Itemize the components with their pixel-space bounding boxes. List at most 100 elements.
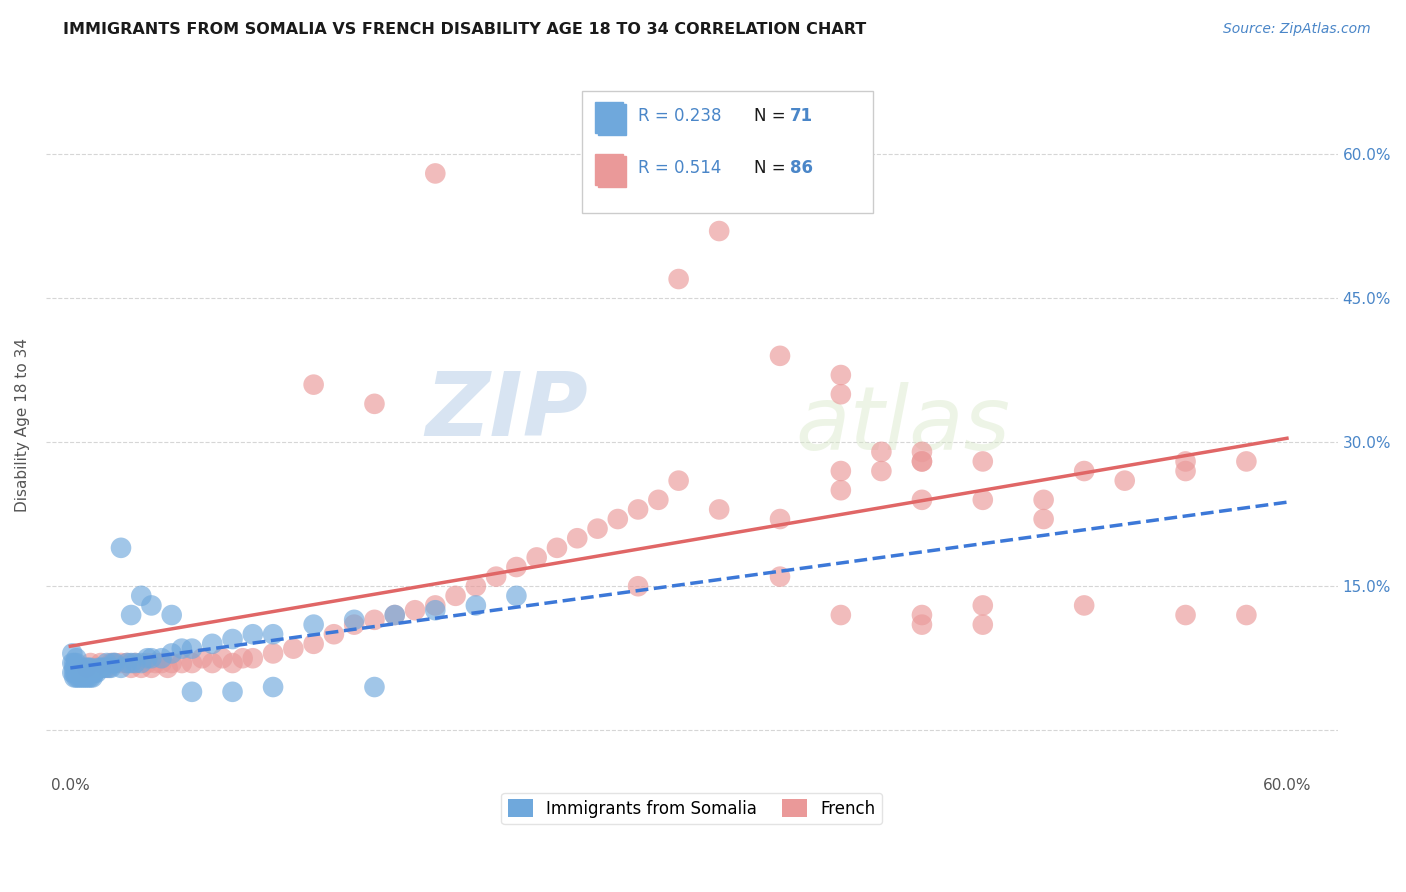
Point	[830, 464, 852, 478]
Point	[69, 665, 91, 680]
Point	[120, 656, 142, 670]
Point	[91, 661, 114, 675]
Point	[444, 589, 467, 603]
Point	[1234, 454, 1257, 468]
Point	[77, 670, 100, 684]
Point	[65, 656, 87, 670]
Point	[63, 665, 86, 680]
Legend: Immigrants from Somalia, French: Immigrants from Somalia, French	[502, 793, 883, 824]
Point	[911, 445, 934, 459]
Point	[110, 656, 132, 670]
Text: R = 0.238: R = 0.238	[637, 107, 721, 125]
Point	[141, 651, 163, 665]
Text: IMMIGRANTS FROM SOMALIA VS FRENCH DISABILITY AGE 18 TO 34 CORRELATION CHART: IMMIGRANTS FROM SOMALIA VS FRENCH DISABI…	[63, 22, 866, 37]
Point	[232, 651, 254, 665]
Point	[586, 522, 609, 536]
Point	[96, 656, 118, 670]
Point	[129, 589, 152, 603]
Point	[90, 656, 112, 670]
Point	[97, 661, 120, 675]
Point	[363, 613, 385, 627]
Point	[262, 627, 284, 641]
Point	[69, 661, 91, 675]
Point	[181, 656, 204, 670]
Point	[100, 656, 122, 670]
Point	[870, 464, 893, 478]
Point	[526, 550, 548, 565]
Point	[769, 512, 792, 526]
Point	[972, 454, 994, 468]
Point	[627, 502, 650, 516]
Point	[77, 661, 100, 675]
Text: 86: 86	[790, 159, 813, 177]
Point	[911, 617, 934, 632]
Point	[150, 656, 173, 670]
Point	[363, 397, 385, 411]
Point	[972, 617, 994, 632]
Point	[567, 531, 589, 545]
Point	[120, 607, 142, 622]
Text: Source: ZipAtlas.com: Source: ZipAtlas.com	[1223, 22, 1371, 37]
Point	[606, 512, 628, 526]
Point	[72, 665, 94, 680]
Point	[830, 368, 852, 382]
Point	[384, 607, 406, 622]
Point	[302, 617, 325, 632]
Point	[101, 656, 124, 670]
Point	[160, 656, 183, 670]
Point	[129, 656, 152, 670]
Point	[73, 665, 96, 680]
Point	[96, 661, 118, 675]
Point	[1032, 492, 1054, 507]
Point	[769, 349, 792, 363]
Text: 71: 71	[790, 107, 813, 125]
Point	[343, 613, 366, 627]
Point	[67, 661, 90, 675]
Point	[363, 680, 385, 694]
Point	[94, 661, 117, 675]
Point	[464, 599, 486, 613]
Point	[67, 665, 90, 680]
Point	[141, 661, 163, 675]
Point	[124, 656, 146, 670]
Bar	[598, 156, 626, 187]
Point	[242, 627, 264, 641]
Point	[104, 656, 127, 670]
Point	[485, 569, 508, 583]
Bar	[595, 102, 623, 133]
Point	[425, 603, 447, 617]
Text: N =: N =	[754, 159, 790, 177]
Point	[425, 599, 447, 613]
Point	[221, 656, 243, 670]
Point	[1032, 512, 1054, 526]
Point	[242, 651, 264, 665]
Point	[1174, 454, 1197, 468]
Point	[181, 641, 204, 656]
Point	[63, 670, 86, 684]
Point	[830, 387, 852, 401]
Point	[72, 670, 94, 684]
Text: R = 0.514: R = 0.514	[637, 159, 721, 177]
Point	[262, 647, 284, 661]
Point	[65, 651, 87, 665]
Point	[82, 670, 104, 684]
Point	[181, 685, 204, 699]
Point	[76, 661, 98, 675]
Text: ZIP: ZIP	[426, 368, 589, 455]
Point	[647, 492, 669, 507]
Point	[120, 661, 142, 675]
Point	[82, 665, 104, 680]
Point	[201, 656, 224, 670]
Point	[668, 474, 690, 488]
Point	[110, 541, 132, 555]
Point	[160, 607, 183, 622]
Point	[110, 661, 132, 675]
Point	[79, 661, 101, 675]
Point	[830, 607, 852, 622]
Y-axis label: Disability Age 18 to 34: Disability Age 18 to 34	[15, 338, 30, 512]
Point	[90, 661, 112, 675]
Point	[115, 656, 138, 670]
Point	[65, 670, 87, 684]
Point	[79, 670, 101, 684]
Point	[404, 603, 426, 617]
